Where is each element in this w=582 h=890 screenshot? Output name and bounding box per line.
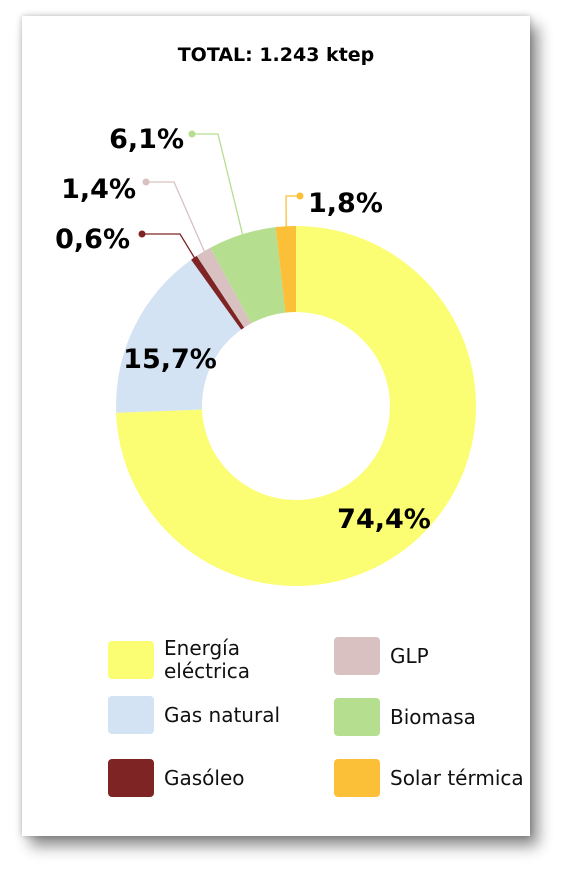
slice-solar-termica [275,226,296,313]
legend-swatch-gasoleo [108,759,154,797]
legend-swatch-energia-electrica [108,641,154,679]
legend-swatch-biomasa [334,698,380,736]
data-label-biomasa: 6,1% [109,124,184,155]
legend-label-gas-natural: Gas natural [164,702,281,727]
donut-chart: 74,4% 15,7% 0,6% 1,4% 6,1% 1,8% [55,124,477,586]
leader-dot-glp [142,178,150,186]
leader-line-biomasa [192,133,246,243]
legend-label-energia-electrica: Energía eléctrica [164,636,251,683]
legend-label-biomasa: Biomasa [390,704,476,729]
data-label-solar-termica: 1,8% [308,188,383,219]
legend-label-solar-termica: Solar térmica [390,765,524,790]
legend-item-energia-electrica: Energía eléctrica [108,637,304,683]
chart-legend: Energía eléctrica Gas natural Gasóleo GL… [22,16,530,836]
legend-item-gasoleo: Gasóleo [108,759,304,797]
leader-dot-biomasa [188,130,196,138]
chart-card: TOTAL: 1.243 ktep 74,4% 15,7% 0,6% 1,4% 6,1%… [22,16,530,836]
leader-line-solar-termica [285,195,300,235]
legend-label-gasoleo: Gasóleo [164,765,245,790]
slice-biomasa [210,227,286,324]
legend-item-solar-termica: Solar térmica [334,759,530,797]
legend-label-glp: GLP [390,643,429,668]
slice-glp [196,247,252,328]
leader-dot-solar-termica [296,192,304,200]
legend-item-biomasa: Biomasa [334,698,530,736]
data-label-gas-natural: 15,7% [123,344,217,375]
leader-line-glp [146,181,209,259]
data-label-gasoleo: 0,6% [55,224,130,255]
leader-dot-gasoleo [138,230,146,238]
slice-gasoleo [191,255,245,330]
legend-swatch-glp [334,637,380,675]
slice-gas-natural [115,259,242,413]
data-label-glp: 1,4% [61,174,136,205]
slice-energia-electrica [116,226,477,586]
legend-item-glp: GLP [334,637,530,675]
leader-line-gasoleo [142,233,199,265]
legend-item-gas-natural: Gas natural [108,696,304,734]
legend-swatch-gas-natural [108,696,154,734]
data-label-energia-electrica: 74,4% [337,504,431,535]
legend-swatch-solar-termica [334,759,380,797]
chart-title: TOTAL: 1.243 ktep [177,44,375,66]
